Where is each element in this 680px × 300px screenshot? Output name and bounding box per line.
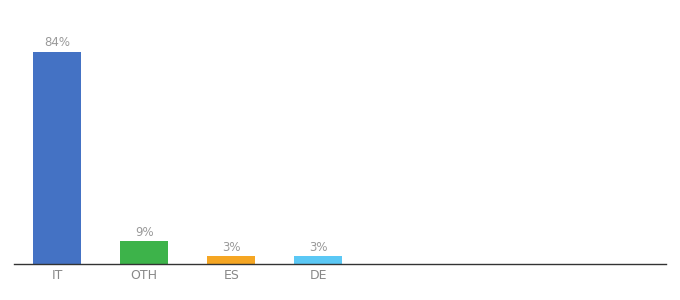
Bar: [294, 256, 342, 264]
Text: 84%: 84%: [44, 36, 70, 49]
Text: 3%: 3%: [222, 241, 241, 254]
Text: 9%: 9%: [135, 226, 154, 239]
Bar: [33, 52, 81, 264]
Text: 3%: 3%: [309, 241, 328, 254]
Bar: [207, 256, 255, 264]
Bar: [120, 241, 168, 264]
